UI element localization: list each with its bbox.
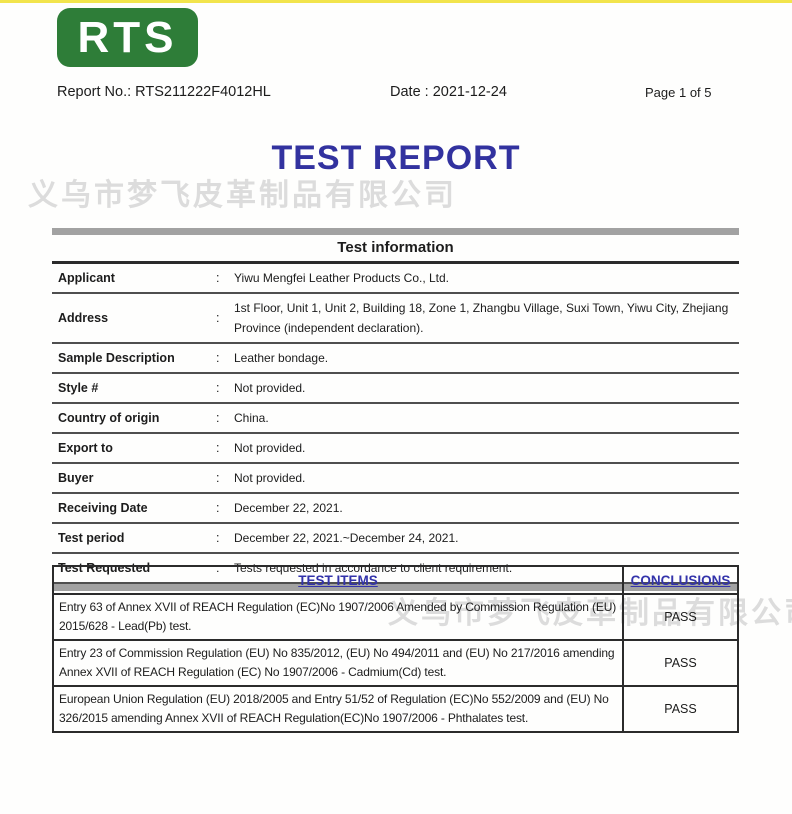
row-label: Receiving Date [58,501,148,515]
conclusion-badge: PASS [664,610,697,624]
row-separator: : [216,501,220,515]
table-bottom-bar [52,584,739,591]
page-indicator: Page 1 of 5 [645,85,712,100]
row-value: December 22, 2021. [234,501,343,515]
row-label: Buyer [58,471,94,485]
row-value: Tests requested in accordance to client … [234,561,513,575]
row-value: December 22, 2021.~December 24, 2021. [234,531,459,545]
conclusion-badge: PASS [664,656,697,670]
info-table-title: Test information [52,235,739,264]
results-header-row: TEST ITEMS CONCLUSIONS [54,567,737,595]
info-row-sample-description: Sample Description : Leather bondage. [52,344,739,374]
info-row-applicant: Applicant : Yiwu Mengfei Leather Product… [52,264,739,294]
row-label: Applicant [58,271,115,285]
info-row-test-period: Test period : December 22, 2021.~Decembe… [52,524,739,554]
info-row-test-requested: Test Requested : Tests requested in acco… [52,554,739,584]
row-label: Test Requested [58,561,151,575]
row-separator: : [216,531,220,545]
test-item-text: Entry 63 of Annex XVII of REACH Regulati… [54,595,624,639]
info-row-style: Style # : Not provided. [52,374,739,404]
report-date: Date : 2021-12-24 [390,84,507,100]
row-separator: : [216,271,220,285]
test-item-text: European Union Regulation (EU) 2018/2005… [54,687,624,731]
info-row-address: Address : 1st Floor, Unit 1, Unit 2, Bui… [52,294,739,344]
rts-logo-icon: RTS [57,8,198,67]
row-value: Not provided. [234,471,306,485]
row-separator: : [216,381,220,395]
row-value: Yiwu Mengfei Leather Products Co., Ltd. [234,271,450,285]
column-header-conclusions: CONCLUSIONS [630,572,731,588]
row-value: Not provided. [234,441,306,455]
row-label: Export to [58,441,113,455]
info-row-country-of-origin: Country of origin : China. [52,404,739,434]
test-item-text: Entry 23 of Commission Regulation (EU) N… [54,641,624,685]
test-results-table: TEST ITEMS CONCLUSIONS Entry 63 of Annex… [52,565,739,733]
info-row-export-to: Export to : Not provided. [52,434,739,464]
row-value: 1st Floor, Unit 1, Unit 2, Building 18, … [234,301,729,335]
rts-logo-text: RTS [77,12,178,62]
row-value: Not provided. [234,381,306,395]
row-label: Test period [58,531,125,545]
result-row-cadmium-test: Entry 23 of Commission Regulation (EU) N… [54,641,737,687]
table-top-bar [52,228,739,235]
row-value: China. [234,411,269,425]
test-information-table: Test information Applicant : Yiwu Mengfe… [52,228,739,591]
column-header-test-items: TEST ITEMS [54,567,624,593]
watermark-top: 义乌市梦飞皮革制品有限公司 [28,179,457,212]
row-value: Leather bondage. [234,351,329,365]
report-number: Report No.: RTS211222F4012HL [57,84,271,100]
info-row-buyer: Buyer : Not provided. [52,464,739,494]
row-separator: : [216,311,220,325]
top-accent-line [0,0,792,3]
row-label: Country of origin [58,411,160,425]
result-row-phthalates-test: European Union Regulation (EU) 2018/2005… [54,687,737,731]
conclusion-badge: PASS [664,702,697,716]
row-separator: : [216,411,220,425]
row-label: Address [58,311,109,325]
page-title: TEST REPORT [271,139,521,177]
row-separator: : [216,351,220,365]
watermark-bottom: 义乌市梦飞皮革制品有限公司 [388,597,792,630]
row-separator: : [216,561,220,575]
row-separator: : [216,441,220,455]
result-row-lead-test: Entry 63 of Annex XVII of REACH Regulati… [54,595,737,641]
row-label: Sample Description [58,351,175,365]
row-separator: : [216,471,220,485]
info-row-receiving-date: Receiving Date : December 22, 2021. [52,494,739,524]
row-label: Style # [58,381,99,395]
